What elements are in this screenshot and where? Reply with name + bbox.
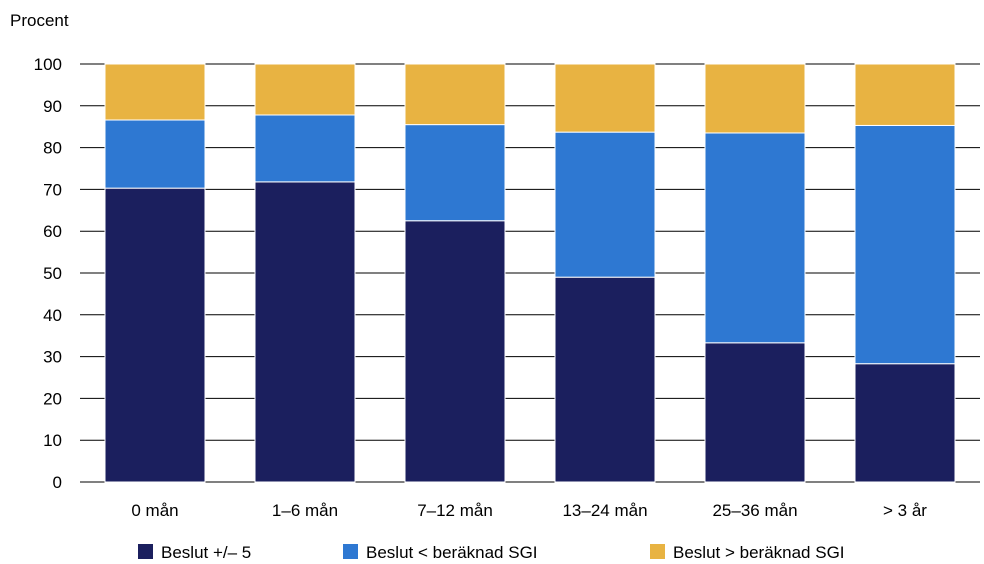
bar-segment xyxy=(405,125,505,221)
bar-segment xyxy=(255,115,355,182)
y-tick-label: 50 xyxy=(43,264,62,283)
legend-swatch xyxy=(650,544,665,559)
x-tick-label: 25–36 mån xyxy=(712,501,797,520)
bar-segment xyxy=(705,343,805,482)
x-axis-ticks: 0 mån 1–6 mån 7–12 mån 13–24 mån 25–36 mån > … xyxy=(131,501,927,520)
y-tick-label: 40 xyxy=(43,306,62,325)
bar-segment xyxy=(105,188,205,482)
legend-label: Beslut < beräknad SGI xyxy=(366,543,538,562)
legend-label: Beslut +/– 5 xyxy=(161,543,251,562)
bar-segment xyxy=(405,221,505,482)
y-tick-label: 20 xyxy=(43,389,62,408)
x-tick-label: 1–6 mån xyxy=(272,501,338,520)
y-tick-label: 10 xyxy=(43,431,62,450)
legend-swatch xyxy=(138,544,153,559)
legend-swatch xyxy=(343,544,358,559)
bar-segment xyxy=(555,64,655,132)
bar-segment xyxy=(105,120,205,188)
y-tick-label: 60 xyxy=(43,222,62,241)
bar-segment xyxy=(105,64,205,120)
y-tick-label: 80 xyxy=(43,139,62,158)
bar-segment xyxy=(405,64,505,125)
legend: Beslut +/– 5 Beslut < beräknad SGI Beslut … xyxy=(138,543,845,562)
bar-segment xyxy=(705,133,805,343)
x-tick-label: 0 mån xyxy=(131,501,178,520)
y-tick-label: 0 xyxy=(53,473,62,492)
x-tick-label: 13–24 mån xyxy=(562,501,647,520)
bar-segment xyxy=(555,132,655,277)
y-tick-label: 100 xyxy=(34,55,62,74)
bar-segment xyxy=(855,125,955,363)
y-axis-label: Procent xyxy=(10,11,69,30)
bar-segment xyxy=(855,64,955,125)
bar-segment xyxy=(855,364,955,482)
grid-lines xyxy=(80,64,980,482)
bar-segment xyxy=(255,64,355,115)
y-tick-label: 90 xyxy=(43,97,62,116)
y-tick-label: 30 xyxy=(43,348,62,367)
legend-label: Beslut > beräknad SGI xyxy=(673,543,845,562)
bar-segment xyxy=(555,277,655,482)
x-tick-label: 7–12 mån xyxy=(417,501,493,520)
y-tick-label: 70 xyxy=(43,180,62,199)
bar-segment xyxy=(705,64,805,133)
x-tick-label: > 3 år xyxy=(883,501,927,520)
bar-segment xyxy=(255,182,355,482)
y-axis-ticks: 0 10 20 30 40 50 60 70 80 90 100 xyxy=(34,55,62,492)
